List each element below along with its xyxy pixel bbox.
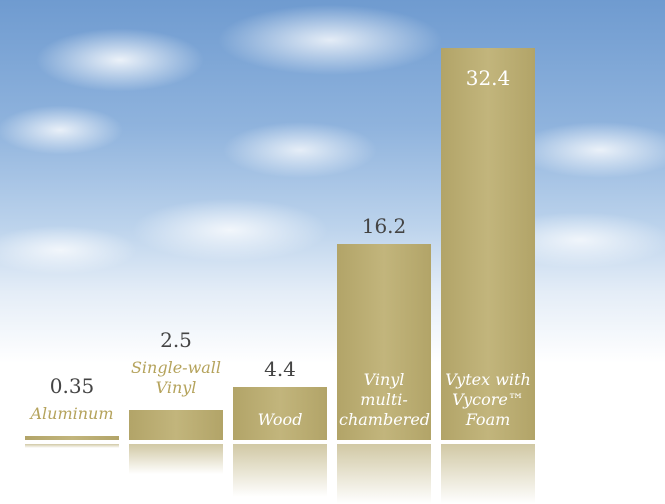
category-label: Vytex with Vycore™ Foam xyxy=(445,370,531,429)
bar-group: 0.35 Aluminum xyxy=(25,373,119,449)
bar xyxy=(129,409,223,475)
value-label: 4.4 xyxy=(264,356,296,381)
category-label: Wood xyxy=(257,410,303,429)
value-label: 2.5 xyxy=(160,327,192,352)
bar-group: 32.4 Vytex with Vycore™ Foam xyxy=(441,48,535,504)
category-label: Single-wall Vinyl xyxy=(130,357,222,397)
category-label: Vinyl multi-chambered xyxy=(339,370,431,429)
bar-group: 4.4 Wood xyxy=(233,356,327,498)
bar-reflection xyxy=(233,444,327,498)
category-label: Aluminum xyxy=(30,403,114,423)
bar-group: 16.2 Vinyl multi-chambered xyxy=(337,214,431,504)
bar xyxy=(25,435,119,449)
bar-reflection xyxy=(129,444,223,475)
bar-reflection xyxy=(25,444,119,449)
bar-reflection xyxy=(337,444,431,504)
bar-group: 2.5 Single-wall Vinyl xyxy=(129,327,223,475)
bar: Wood xyxy=(233,386,327,498)
value-label: 0.35 xyxy=(49,373,95,398)
value-label: 16.2 xyxy=(361,214,407,238)
bar: Vinyl multi-chambered xyxy=(337,244,431,504)
value-label: 32.4 xyxy=(465,66,511,90)
bar-reflection xyxy=(441,444,535,504)
bar: 32.4 Vytex with Vycore™ Foam xyxy=(441,48,535,504)
